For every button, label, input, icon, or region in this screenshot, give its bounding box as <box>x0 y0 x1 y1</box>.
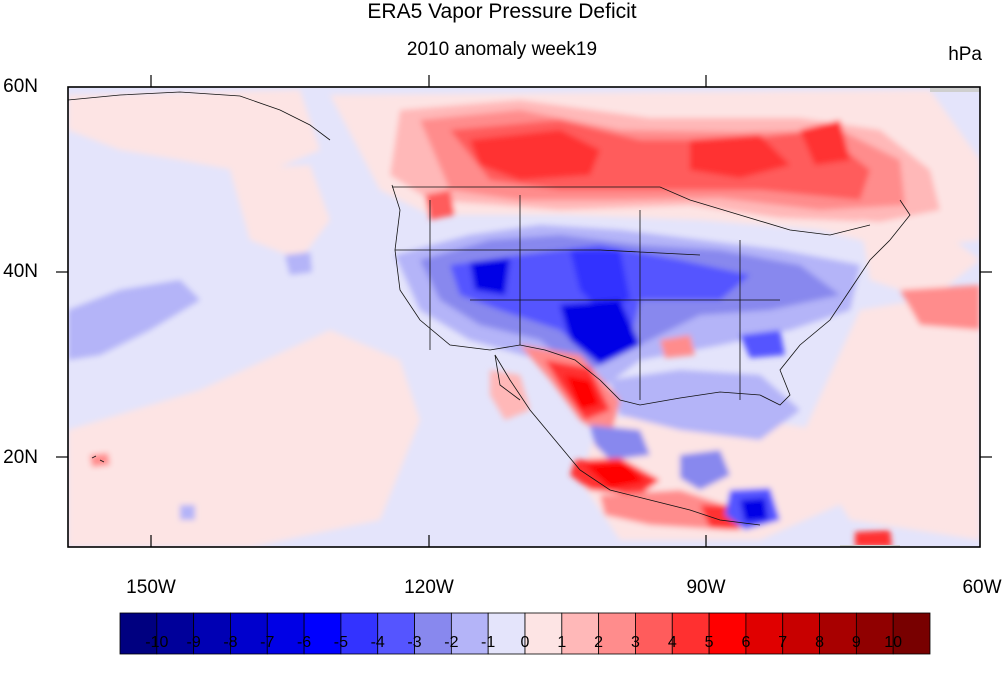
colorbar-tick-label: -2 <box>444 634 459 651</box>
colorbar-swatch <box>377 612 415 655</box>
colorbar-swatch <box>450 612 489 655</box>
colorbar-tick-label: -4 <box>370 634 385 651</box>
colorbar-tick-label: -7 <box>260 634 275 651</box>
colorbar-swatch <box>892 612 931 655</box>
lon-label-120w: 120W <box>404 577 454 598</box>
colorbar-swatch <box>266 612 305 655</box>
colorbar-tick-label: 2 <box>594 634 604 651</box>
colorbar <box>119 612 931 655</box>
colorbar-swatch <box>230 612 268 655</box>
colorbar-swatch <box>598 612 636 655</box>
colorbar-tick-label: 7 <box>778 634 788 651</box>
plot-frame <box>67 86 981 548</box>
colorbar-tick-label: 9 <box>851 634 861 651</box>
coastlines-and-borders <box>68 91 911 526</box>
lat-label-20n: 20N <box>3 447 38 468</box>
colorbar-tick-label: 3 <box>631 634 640 651</box>
colorbar-tick-label: -5 <box>333 634 349 651</box>
colorbar-tick-label: 5 <box>704 634 714 651</box>
colorbar-swatch <box>819 612 857 655</box>
colorbar-tick-label: -6 <box>296 634 312 651</box>
colorbar-tick-label: 6 <box>741 634 751 651</box>
anomaly-field <box>68 87 980 547</box>
colorbar-tick-label: 1 <box>557 634 567 651</box>
units-label: hPa <box>948 44 982 65</box>
colorbar-tick-label: -1 <box>481 634 496 651</box>
colorbar-swatch <box>340 612 379 655</box>
map-subtitle: 2010 anomaly week19 <box>406 39 598 60</box>
colorbar-tick-label: -9 <box>186 634 201 651</box>
colorbar-swatch <box>671 612 710 655</box>
colorbar-swatch <box>745 612 784 655</box>
lon-label-150w: 150W <box>126 577 176 598</box>
colorbar-swatch <box>561 612 600 655</box>
colorbar-swatch <box>855 612 894 655</box>
axis-ticks <box>56 75 992 547</box>
colorbar-swatch <box>156 612 195 655</box>
colorbar-swatch <box>635 612 673 655</box>
map-title: ERA5 Vapor Pressure Deficit <box>367 0 637 23</box>
lon-label-90w: 90W <box>686 577 726 598</box>
colorbar-swatch <box>303 612 342 655</box>
colorbar-tick-label: 8 <box>815 634 824 651</box>
colorbar-swatch <box>119 612 158 655</box>
colorbar-swatch <box>414 612 452 655</box>
colorbar-tick-label: -8 <box>223 634 238 651</box>
colorbar-tick-label: 4 <box>667 634 677 651</box>
colorbar-swatch <box>193 612 231 655</box>
colorbar-swatch <box>782 612 820 655</box>
colorbar-tick-label: 0 <box>520 634 530 651</box>
lon-label-60w: 60W <box>962 577 1002 598</box>
colorbar-swatch <box>708 612 747 655</box>
colorbar-tick-label: 10 <box>884 634 903 651</box>
colorbar-swatch <box>487 612 526 655</box>
colorbar-swatch <box>524 612 563 655</box>
lat-label-40n: 40N <box>3 261 38 282</box>
colorbar-tick-label: -10 <box>145 634 169 651</box>
colorbar-tick-label: -3 <box>407 634 422 651</box>
lat-label-60n: 60N <box>3 76 38 97</box>
